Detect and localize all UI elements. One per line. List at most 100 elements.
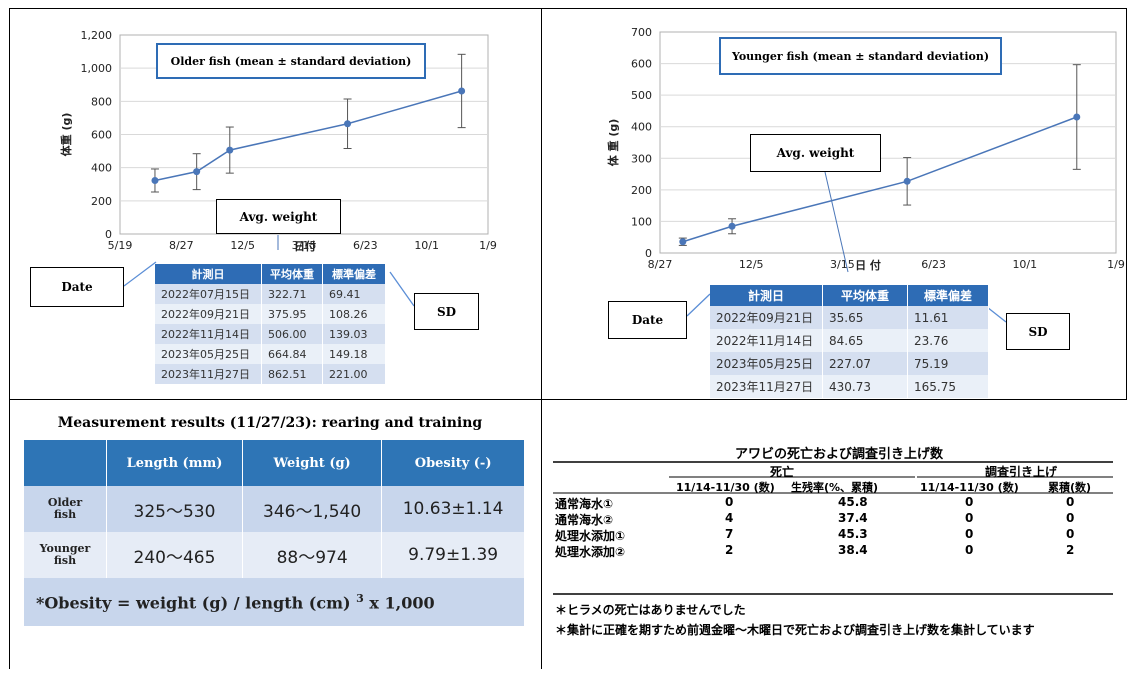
- abalone-cell: 0: [965, 527, 974, 541]
- table-header: 計測日: [155, 264, 262, 284]
- y-tick-label: 300: [631, 152, 652, 165]
- y-axis-label: 体 重 (g): [606, 119, 620, 167]
- date-cell: 2023年11月27日: [710, 375, 823, 398]
- abalone-note: ＊ヒラメの死亡はありませんでした: [555, 603, 746, 617]
- sd-cell: 108.26: [322, 304, 386, 324]
- date-callout-younger: Date: [608, 301, 687, 339]
- results-header-obesity: Obesity (-): [381, 440, 524, 486]
- mean-cell: 506.00: [261, 324, 323, 344]
- sd-cell: 149.18: [322, 344, 386, 364]
- table-row: 2023年11月27日 430.73 165.75: [710, 375, 989, 398]
- younger-weight: 88～974: [241, 532, 382, 578]
- x-tick-label: 12/5: [739, 258, 764, 271]
- younger-length: 240～465: [106, 532, 243, 578]
- data-point: [193, 168, 201, 176]
- y-tick-label: 700: [631, 26, 652, 39]
- sub-header: 累積(数): [1048, 481, 1092, 494]
- data-point: [458, 87, 466, 95]
- group-header-death: 死亡: [770, 465, 795, 479]
- date-cell: 2022年11月14日: [710, 329, 823, 352]
- avg-weight-callout-younger: Avg. weight: [750, 134, 881, 172]
- sd-cell: 139.03: [322, 324, 386, 344]
- abalone-row-label: 処理水添加②: [555, 545, 626, 559]
- sd-cell: 75.19: [907, 352, 989, 375]
- older-fish-table: 計測日 平均体重 標準偏差 2022年07月15日 322.71 69.41 2022…: [155, 264, 386, 384]
- sd-callout-older: SD: [414, 293, 479, 330]
- x-axis-label: 日付: [294, 239, 316, 253]
- younger-obesity: 9.79±1.39: [381, 532, 524, 578]
- abalone-cell: 0: [965, 495, 974, 509]
- abalone-cell: 0: [1066, 527, 1075, 541]
- table-row: Younger fish 240～465 88～974 9.79±1.39: [24, 532, 524, 578]
- younger-fish-table: 計測日 平均体重 標準偏差 2022年09月21日 35.65 11.61 2022年…: [710, 285, 989, 398]
- abalone-row-label: 処理水添加①: [555, 529, 626, 543]
- date-pointer: [686, 293, 711, 317]
- table-header: 標準偏差: [322, 264, 386, 284]
- data-point: [1073, 113, 1081, 121]
- mean-cell: 430.73: [822, 375, 908, 398]
- abalone-cell: 0: [725, 495, 734, 509]
- abalone-cell: 0: [965, 511, 974, 525]
- abalone-cell: 2: [725, 543, 734, 557]
- abalone-cell: 38.4: [838, 543, 868, 557]
- plot-area: [659, 31, 1117, 254]
- x-tick-label: 6/23: [353, 239, 378, 252]
- results-header-weight: Weight (g): [241, 440, 382, 486]
- y-tick-label: 200: [91, 195, 112, 208]
- y-tick-label: 100: [631, 215, 652, 228]
- data-point: [344, 120, 352, 128]
- date-cell: 2022年09月21日: [155, 304, 262, 324]
- abalone-cell: 4: [725, 511, 734, 525]
- sd-cell: 221.00: [322, 364, 386, 384]
- x-tick-label: 8/27: [648, 258, 673, 271]
- y-tick-label: 1,200: [81, 29, 113, 42]
- sub-header: 生残率(%、累積): [791, 481, 879, 494]
- y-tick-label: 1,000: [81, 62, 113, 75]
- sd-cell: 11.61: [907, 306, 989, 329]
- sub-header: 11/14-11/30 (数): [920, 481, 1019, 494]
- mean-cell: 862.51: [261, 364, 323, 384]
- mean-cell: 35.65: [822, 306, 908, 329]
- table-header: 計測日: [710, 285, 823, 306]
- y-tick-label: 600: [631, 58, 652, 71]
- abalone-cell: 0: [1066, 511, 1075, 525]
- mean-cell: 375.95: [261, 304, 323, 324]
- date-callout-older: Date: [30, 267, 124, 307]
- y-tick-label: 400: [631, 121, 652, 134]
- younger-chart-title: Younger fish (mean ± standard deviation): [719, 37, 1002, 75]
- table-header: 標準偏差: [907, 285, 989, 306]
- date-cell: 2022年09月21日: [710, 306, 823, 329]
- y-tick-label: 600: [91, 129, 112, 142]
- group-header-sampling: 調査引き上げ: [985, 465, 1058, 479]
- callout-pointer: [824, 171, 849, 273]
- table-row: 2022年09月21日 35.65 11.61: [710, 306, 989, 329]
- table-row: *Obesity = weight (g) / length (cm) 3 x …: [24, 578, 524, 626]
- table-row: Older fish 325～530 346～1,540 10.63±1.14: [24, 486, 524, 532]
- abalone-cell: 37.4: [838, 511, 868, 525]
- x-tick-label: 3/15: [292, 239, 317, 252]
- table-header: 平均体重: [261, 264, 323, 284]
- abalone-cell: 0: [1066, 495, 1075, 509]
- mean-cell: 664.84: [261, 344, 323, 364]
- y-tick-label: 500: [631, 89, 652, 102]
- y-tick-label: 0: [645, 247, 652, 260]
- table-row: 2022年11月14日 84.65 23.76: [710, 329, 989, 352]
- abalone-panel: [541, 399, 1127, 669]
- sd-callout-younger: SD: [1006, 313, 1070, 350]
- x-tick-label: 8/27: [169, 239, 194, 252]
- x-tick-label: 1/9: [1107, 258, 1125, 271]
- table-row: 2022年11月14日 506.00 139.03: [155, 324, 386, 344]
- abalone-cell: 45.3: [838, 527, 868, 541]
- y-tick-label: 0: [105, 228, 112, 241]
- y-tick-label: 400: [91, 162, 112, 175]
- mean-cell: 84.65: [822, 329, 908, 352]
- older-obesity: 10.63±1.14: [381, 486, 524, 532]
- date-cell: 2022年11月14日: [155, 324, 262, 344]
- x-axis-label: 日 付: [855, 258, 881, 272]
- mean-cell: 322.71: [261, 284, 323, 304]
- x-tick-label: 3/15: [830, 258, 855, 271]
- abalone-cell: 45.8: [838, 495, 868, 509]
- results-table: Length (mm) Weight (g) Obesity (-) Older…: [24, 440, 524, 626]
- table-row: 2022年09月21日 375.95 108.26: [155, 304, 386, 324]
